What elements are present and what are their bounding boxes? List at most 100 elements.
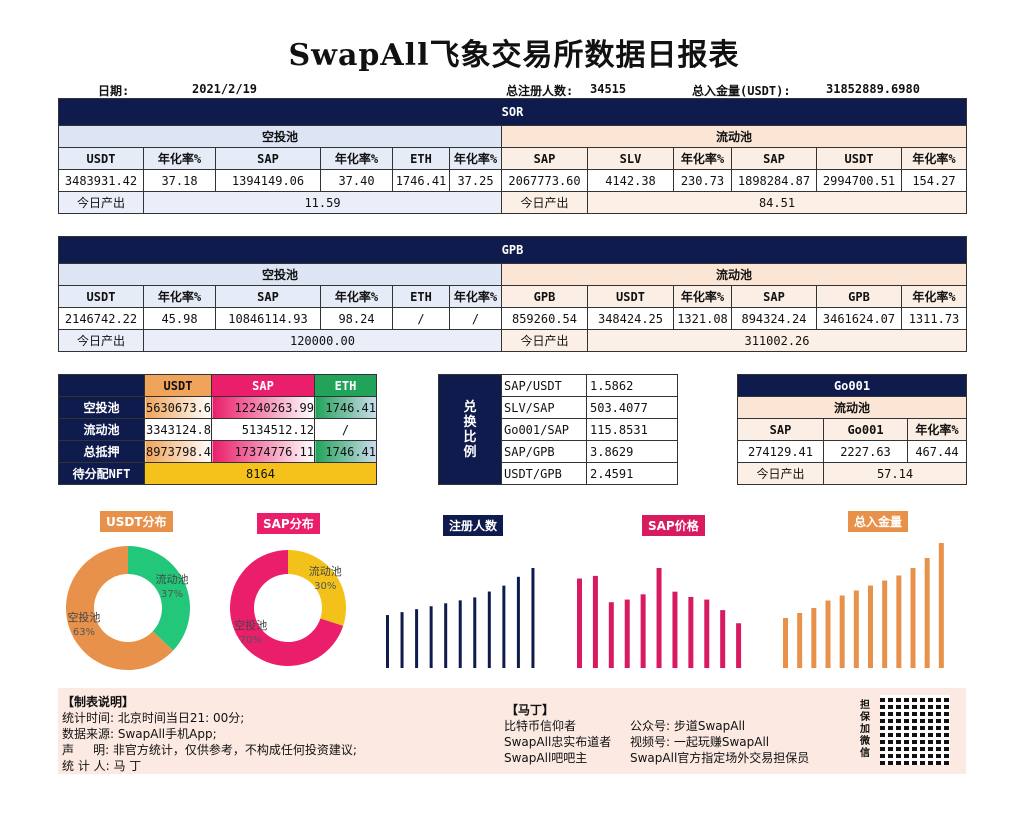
gpb-liquidity-value: 1321.08 — [673, 307, 732, 330]
bar-2 — [444, 603, 448, 668]
sor-liquidity-title: 流动池 — [501, 125, 967, 148]
sor-airdrop-col: SAP — [215, 147, 321, 170]
contact-line: 视频号: 一起玩赚SwapAll — [630, 735, 770, 749]
gpb-liquidity-value: 859260.54 — [501, 307, 588, 330]
bar-3 — [640, 594, 646, 668]
bar-3 — [592, 575, 598, 668]
gpb-table: GPB 空投池 流动池 USDT 年化率% SAP 年化率% ETH 年化率% GPB USD… — [58, 236, 967, 352]
go001-col: 年化率% — [907, 418, 967, 441]
bar-4 — [825, 600, 831, 668]
bar-4 — [839, 595, 845, 668]
footer-line: 统 计 人: 马 丁 — [62, 759, 142, 773]
pie-percent: 63% — [73, 627, 95, 638]
gpb-liquidity-col: GPB — [501, 285, 588, 308]
users-label: 总注册人数: — [506, 84, 574, 98]
exchange-label: 兑换比例 — [438, 374, 502, 485]
sor-liquidity-col: SAP — [731, 147, 817, 170]
bar-2 — [429, 606, 433, 668]
bar-3 — [656, 568, 662, 668]
gpb-airdrop-output: 120000.00 — [143, 329, 502, 352]
summary-col-eth: ETH — [314, 374, 377, 397]
summary-row-label: 流动池 — [58, 418, 145, 441]
bar-2 — [415, 609, 419, 668]
gpb-output-label-2: 今日产出 — [501, 329, 588, 352]
gpb-airdrop-col: 年化率% — [320, 285, 393, 308]
gpb-airdrop-col: USDT — [58, 285, 144, 308]
bar-4 — [783, 618, 788, 668]
bar-4 — [938, 543, 944, 668]
nft-value: 8164 — [144, 462, 377, 485]
sor-table: SOR 空投池 流动池 USDT 年化率% SAP 年化率% ETH 年化率% SAP SLV… — [58, 98, 967, 214]
date-label: 日期: — [98, 84, 130, 98]
summary-row-label: 总抵押 — [58, 440, 145, 463]
deposit-value: 31852889.6980 — [826, 82, 920, 96]
qr-code-icon[interactable] — [880, 695, 950, 765]
sor-airdrop-col: 年化率% — [143, 147, 216, 170]
bar-4 — [896, 575, 902, 668]
go001-val: 467.44 — [907, 440, 967, 463]
pie-percent: 37% — [161, 589, 183, 600]
gpb-liquidity-title: 流动池 — [501, 263, 967, 286]
bar-3 — [704, 599, 710, 668]
summary-cell: 17374776.11 — [211, 440, 315, 463]
sor-liquidity-value: 154.27 — [901, 169, 967, 192]
bar-3 — [672, 591, 678, 668]
summary-row-label: 空投池 — [58, 396, 145, 419]
date-value: 2021/2/19 — [192, 82, 258, 96]
bar-2 — [400, 612, 404, 668]
bar-3 — [608, 602, 614, 668]
report-title: SwapAll飞象交易所数据日报表 — [288, 38, 740, 73]
sor-liquidity-value: 4142.38 — [587, 169, 674, 192]
sor-airdrop-title: 空投池 — [58, 125, 502, 148]
gpb-liquidity-value: 1311.73 — [901, 307, 967, 330]
bar-3 — [688, 596, 694, 668]
bar-2 — [531, 568, 535, 668]
sor-header: SOR — [58, 98, 967, 126]
summary-cell: 5630673.6 — [144, 396, 212, 419]
sor-output-label: 今日产出 — [58, 191, 144, 214]
summary-cell: 5134512.12 — [211, 418, 315, 441]
gpb-liquidity-col: GPB — [816, 285, 902, 308]
pie-slice-1-1 — [230, 550, 344, 666]
sor-liquidity-col: USDT — [816, 147, 902, 170]
exchange-pair: SAP/GPB — [501, 440, 587, 463]
gpb-liquidity-value: 3461624.07 — [816, 307, 902, 330]
bar-4 — [853, 590, 859, 668]
pie-label: 流动池 — [156, 572, 189, 586]
contact-line: 公众号: 步道SwapAll — [630, 719, 746, 733]
bar-2 — [502, 585, 506, 668]
bar-3 — [720, 610, 726, 668]
gpb-airdrop-col: 年化率% — [143, 285, 216, 308]
sor-liquidity-value: 230.73 — [673, 169, 732, 192]
gpb-airdrop-value: / — [392, 307, 450, 330]
sor-airdrop-value: 37.18 — [143, 169, 216, 192]
chart-title-price: SAP价格 — [642, 515, 705, 536]
gpb-airdrop-col: 年化率% — [449, 285, 502, 308]
sor-airdrop-col: ETH — [392, 147, 450, 170]
summary-cell: / — [314, 418, 377, 441]
gpb-header: GPB — [58, 236, 967, 264]
gpb-airdrop-col: ETH — [392, 285, 450, 308]
go001-val: 2227.63 — [823, 440, 908, 463]
bar-2 — [487, 591, 491, 668]
gpb-liquidity-col: 年化率% — [673, 285, 732, 308]
summary-cell: 3343124.8 — [144, 418, 212, 441]
bar-2 — [386, 615, 389, 668]
qr-label: 担保加微信 — [860, 700, 870, 759]
exchange-pair: USDT/GPB — [501, 462, 587, 485]
exchange-rate: 503.4077 — [586, 396, 678, 419]
exchange-pair: SLV/SAP — [501, 396, 587, 419]
bar-4 — [811, 608, 817, 668]
pie-label: 空投池 — [67, 610, 100, 624]
gpb-airdrop-value: / — [449, 307, 502, 330]
sor-output-label-2: 今日产出 — [501, 191, 588, 214]
author-heading: 【马丁】 — [506, 703, 555, 717]
pie-slice-1-0 — [288, 550, 347, 626]
summary-col-sap: SAP — [211, 374, 315, 397]
go001-output-label: 今日产出 — [737, 462, 824, 485]
gpb-liquidity-value: 894324.24 — [731, 307, 817, 330]
gpb-liquidity-col: USDT — [587, 285, 674, 308]
sor-liquidity-value: 2994700.51 — [816, 169, 902, 192]
sor-liquidity-col: 年化率% — [901, 147, 967, 170]
pie-percent: 70% — [240, 635, 262, 646]
